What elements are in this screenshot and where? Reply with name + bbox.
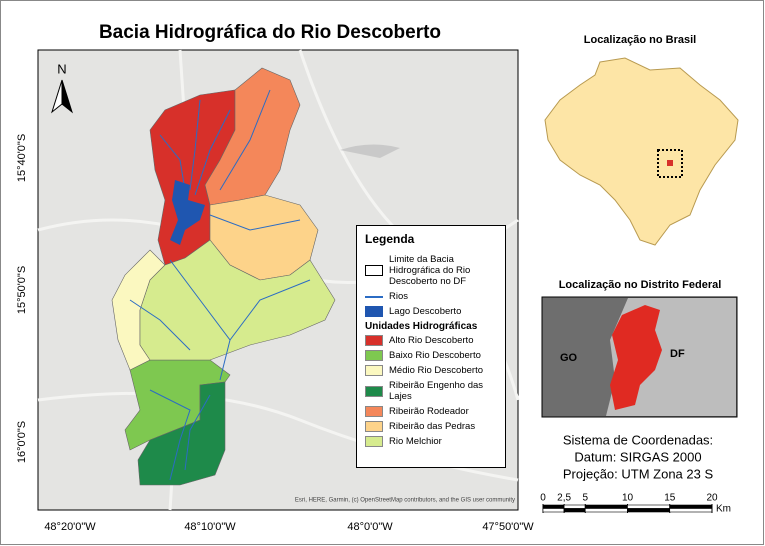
legend-swatch	[365, 385, 383, 397]
coord-text: Projeção: UTM Zona 23 S	[563, 466, 714, 481]
scale-label: 5	[582, 493, 588, 504]
inset-title: Localização no Distrito Federal	[559, 279, 722, 291]
legend-label: Rio Melchior	[389, 436, 442, 447]
scale-label: 20	[706, 493, 718, 504]
legend-label: Ribeirão Engenho das Lajes	[389, 380, 484, 402]
legend-item: Alto Rio Descoberto	[365, 335, 505, 346]
scale-label: 0	[540, 493, 546, 504]
legend-swatch	[365, 365, 383, 376]
df-locator	[657, 149, 683, 178]
basin-locator	[667, 160, 673, 166]
legend-header: Unidades Hidrográficas	[365, 321, 478, 332]
legend-label: Lago Descoberto	[389, 306, 462, 317]
hydro-unit	[139, 239, 336, 361]
legend: Legenda Limite da Bacia Hidrográfica do …	[356, 225, 506, 468]
basin-shape	[610, 305, 662, 410]
rivers	[129, 89, 311, 481]
scale-label: 10	[622, 493, 634, 504]
scale-label: 2,5	[557, 493, 571, 504]
coord-text: Sistema de Coordenadas:	[563, 432, 713, 447]
legend-units: Alto Rio Descoberto Baixo Rio Descoberto M…	[357, 335, 505, 447]
hydro-units	[111, 67, 336, 486]
scale-segment	[627, 508, 671, 513]
region-label: GO	[560, 352, 578, 364]
legend-label: Ribeirão das Pedras	[389, 421, 476, 432]
scale-segment	[563, 504, 586, 509]
legend-swatch	[365, 406, 383, 417]
scale-segment	[584, 504, 628, 509]
lon-label: 48°0'0"W	[347, 521, 393, 533]
scale-segment	[542, 504, 565, 509]
legend-swatch	[365, 436, 383, 447]
scale-label: 15	[664, 493, 676, 504]
legend-title: Legenda	[365, 232, 415, 246]
scale-segment	[669, 508, 713, 513]
lon-label: 48°20'0"W	[44, 521, 96, 533]
scale-segment	[542, 508, 565, 513]
legend-swatch	[365, 335, 383, 346]
legend-swatch	[365, 421, 383, 432]
lon-label: 48°10'0"W	[184, 521, 236, 533]
lat-label: 15°50'0"S	[16, 266, 28, 314]
legend-item: Lago Descoberto	[365, 306, 505, 317]
title: Bacia Hidrográfica do Rio Descoberto	[99, 22, 441, 43]
lake-paranoa	[340, 144, 400, 158]
legend-label: Rios	[389, 291, 409, 302]
legend-item: Rio Melchior	[365, 436, 505, 447]
scale-segment	[584, 508, 628, 513]
attribution: Esri, HERE, Garmin, (c) OpenStreetMap co…	[295, 498, 515, 504]
lat-label: 15°40'0"S	[16, 134, 28, 182]
legend-label: Médio Rio Descoberto	[389, 365, 483, 376]
legend-item: Ribeirão Engenho das Lajes	[365, 380, 505, 402]
coord-text: Datum: SIRGAS 2000	[574, 449, 701, 464]
inset-title: Localização no Brasil	[584, 34, 696, 46]
legend-swatch	[365, 265, 383, 276]
legend-item: Ribeirão Rodeador	[365, 406, 505, 417]
legend-item: Baixo Rio Descoberto	[365, 350, 505, 361]
legend-label: Limite da Bacia Hidrográfica do Rio Desc…	[389, 254, 471, 287]
legend-swatch	[365, 350, 383, 361]
scale-segment	[627, 504, 671, 509]
brazil-shape	[544, 57, 739, 246]
legend-swatch	[365, 306, 383, 317]
legend-item: Médio Rio Descoberto	[365, 365, 505, 376]
legend-label: Ribeirão Rodeador	[389, 406, 469, 417]
north-arrow	[61, 79, 73, 114]
scale-unit: Km	[716, 504, 731, 515]
lon-label: 47°50'0"W	[482, 521, 534, 533]
lago-descoberto	[170, 180, 205, 245]
legend-label: Baixo Rio Descoberto	[389, 350, 481, 361]
scale-segment	[563, 508, 586, 513]
lat-label: 16°0'0"S	[16, 421, 28, 463]
region-label: DF	[670, 348, 685, 360]
legend-label: Alto Rio Descoberto	[389, 335, 474, 346]
legend-item: Limite da Bacia Hidrográfica do Rio Desc…	[365, 254, 505, 287]
scale-segment	[669, 504, 713, 509]
legend-item: Rios	[365, 291, 505, 302]
north-label: N	[57, 61, 66, 76]
legend-swatch	[365, 291, 383, 298]
legend-item: Ribeirão das Pedras	[365, 421, 505, 432]
